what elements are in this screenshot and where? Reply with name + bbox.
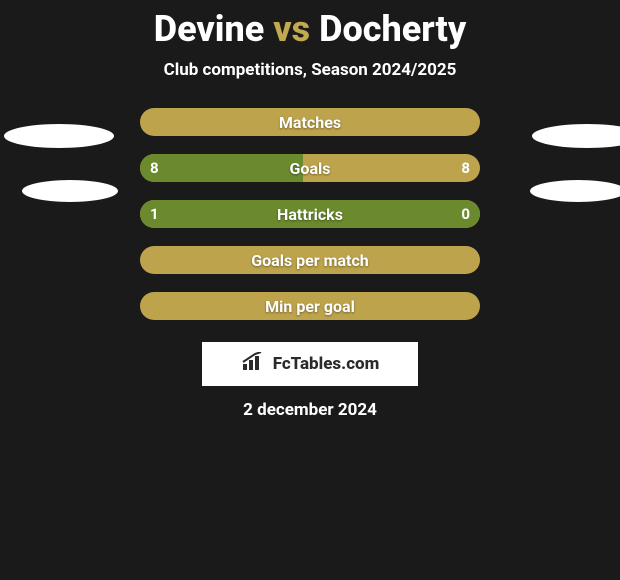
page-title: Devine vs Docherty xyxy=(0,0,620,50)
stat-bar-min-per-goal: Min per goal xyxy=(140,292,480,320)
brand-box: FcTables.com xyxy=(202,342,418,386)
player2-photo-placeholder-top xyxy=(532,124,620,148)
date-line: 2 december 2024 xyxy=(0,400,620,420)
player2-name: Docherty xyxy=(319,8,466,50)
player1-name: Devine xyxy=(154,8,265,50)
stat-label: Matches xyxy=(140,108,480,136)
stat-bar-hattricks: 1 0 Hattricks xyxy=(140,200,480,228)
player1-photo-placeholder-top xyxy=(4,124,114,148)
stat-bar-matches: Matches xyxy=(140,108,480,136)
subtitle: Club competitions, Season 2024/2025 xyxy=(0,60,620,80)
stat-label: Min per goal xyxy=(140,292,480,320)
vs-separator: vs xyxy=(273,8,310,50)
stat-label: Goals per match xyxy=(140,246,480,274)
stat-bar-goals-per-match: Goals per match xyxy=(140,246,480,274)
player2-photo-placeholder-low xyxy=(530,180,620,202)
bar-chart-icon xyxy=(241,352,267,377)
stat-bars: Matches 8 8 Goals 1 0 Hattricks Goals pe… xyxy=(140,108,480,320)
stat-bar-goals: 8 8 Goals xyxy=(140,154,480,182)
player1-photo-placeholder-low xyxy=(22,180,118,202)
stat-label: Goals xyxy=(140,154,480,182)
brand-text: FcTables.com xyxy=(273,354,380,374)
stat-label: Hattricks xyxy=(140,200,480,228)
